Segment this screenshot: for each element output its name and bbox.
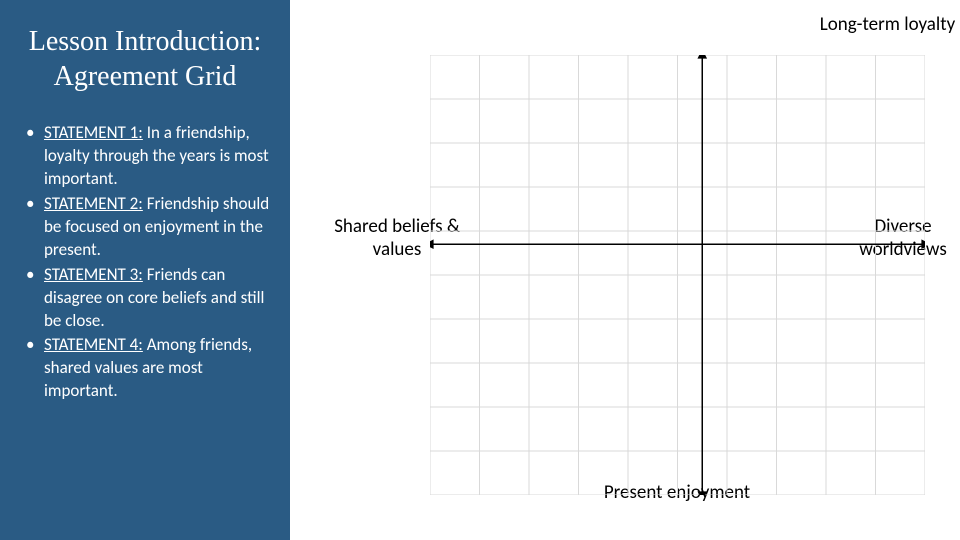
axis-label-top: Long-term loyalty — [570, 14, 960, 37]
left-panel: Lesson Introduction: Agreement Grid STAT… — [0, 0, 290, 540]
agreement-grid — [430, 55, 925, 495]
slide-title: Lesson Introduction: Agreement Grid — [12, 24, 278, 94]
grid-svg — [430, 55, 925, 495]
list-item: STATEMENT 3: Friends can disagree on cor… — [30, 264, 278, 333]
list-item: STATEMENT 2: Friendship should be focuse… — [30, 193, 278, 262]
statement-label: STATEMENT 2: — [44, 193, 143, 214]
right-panel: Long-term loyalty Shared beliefs & value… — [290, 0, 960, 540]
statement-label: STATEMENT 1: — [44, 122, 143, 143]
list-item: STATEMENT 4: Among friends, shared value… — [30, 334, 278, 403]
statement-label: STATEMENT 3: — [44, 264, 143, 285]
statement-label: STATEMENT 4: — [44, 334, 143, 355]
statement-list: STATEMENT 1: In a friendship, loyalty th… — [12, 122, 278, 405]
list-item: STATEMENT 1: In a friendship, loyalty th… — [30, 122, 278, 191]
